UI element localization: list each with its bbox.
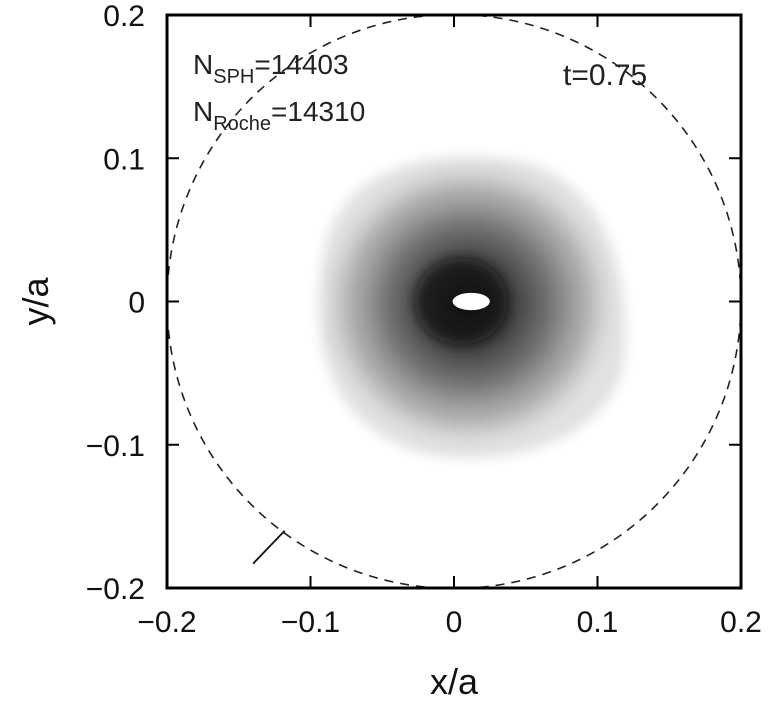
y-tick-label: 0 [128, 287, 145, 320]
x-tick-label: 0.1 [577, 606, 619, 639]
x-axis-label: x/a [430, 661, 479, 702]
x-tick-label: −0.1 [281, 606, 340, 639]
y-axis-label: y/a [15, 277, 56, 326]
n-sph-value: =14403 [254, 49, 348, 80]
n-roche-annotation: NRoche=14310 [193, 96, 365, 135]
y-tick-label: −0.2 [86, 573, 145, 606]
x-tick-label: 0 [446, 606, 463, 639]
time-annotation: t=0.75 [563, 59, 647, 92]
central-accretor [452, 292, 490, 311]
x-tick-label: 0.2 [720, 606, 762, 639]
n-sph-annotation: NSPH=14403 [193, 49, 349, 88]
plot-area [167, 15, 741, 588]
y-tick-label: 0.2 [103, 0, 145, 33]
y-tick-label: −0.1 [86, 430, 145, 463]
x-tick-label: −0.2 [137, 606, 196, 639]
n-sph-prefix: N [193, 49, 213, 80]
n-roche-prefix: N [193, 96, 213, 127]
n-sph-subscript: SPH [213, 66, 254, 88]
y-axis-ticks: −0.2 −0.1 0 0.1 0.2 [86, 0, 741, 606]
orbit-marker [252, 530, 286, 565]
y-tick-label: 0.1 [103, 143, 145, 176]
n-roche-subscript: Roche [213, 113, 271, 135]
n-roche-value: =14310 [271, 96, 365, 127]
x-axis-ticks: −0.2 −0.1 0 0.1 0.2 [137, 15, 762, 639]
